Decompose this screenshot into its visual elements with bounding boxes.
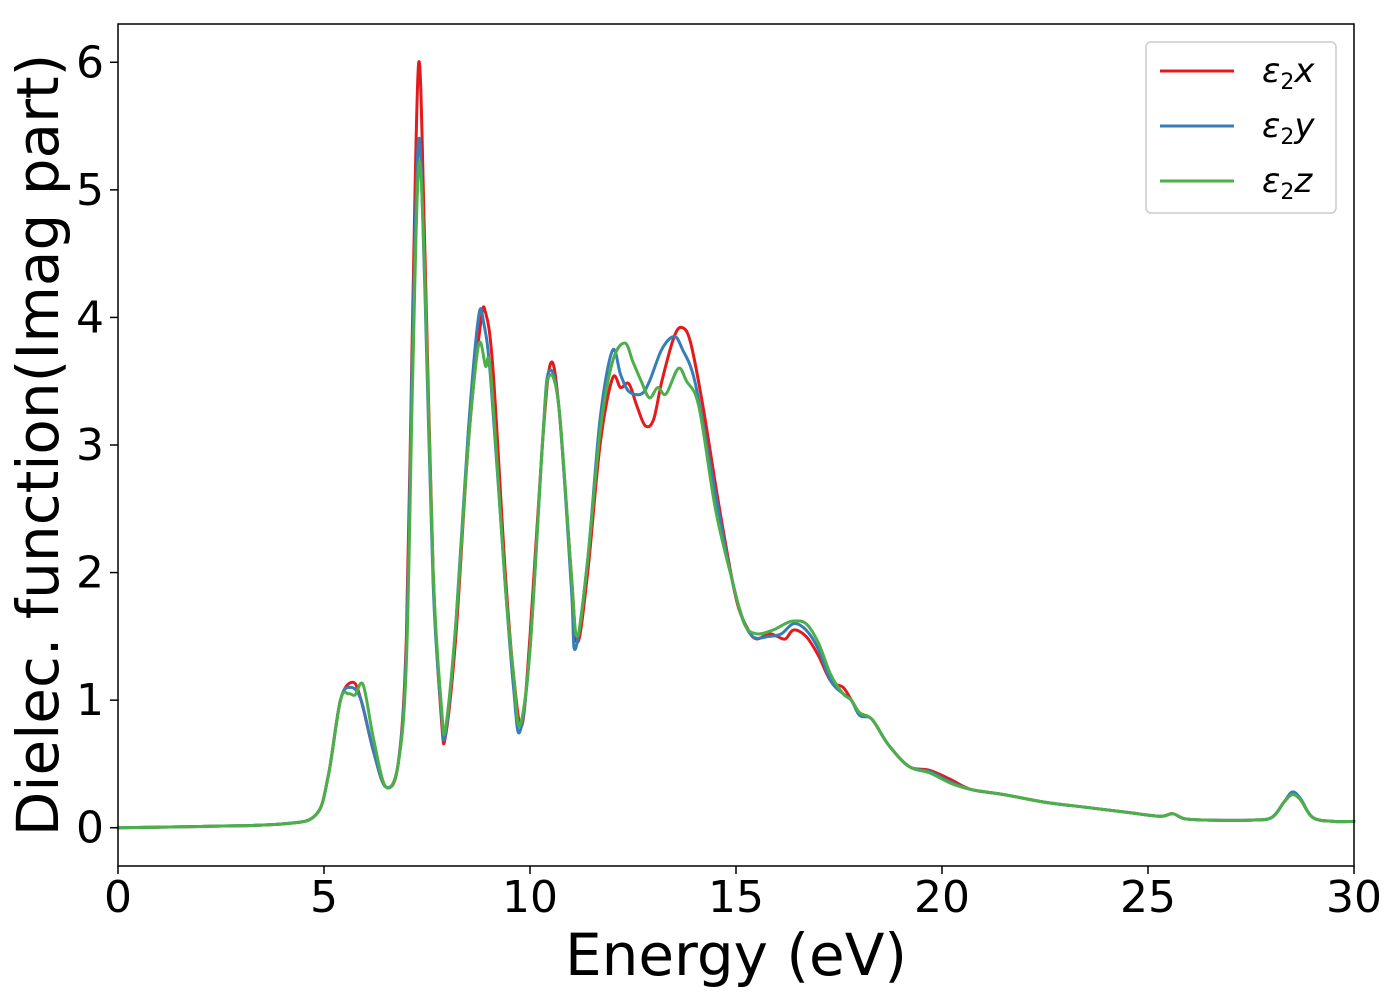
y-axis-ticks: 0 1 2 3 4 5 6	[76, 37, 118, 854]
x-tick-label: 25	[1120, 872, 1176, 923]
x-tick-label: 15	[708, 872, 764, 923]
legend-box	[1145, 41, 1337, 214]
y-axis-label: Dielec. function(Imag part)	[4, 54, 72, 837]
y-tick-label: 6	[76, 37, 104, 88]
x-tick-label: 30	[1326, 872, 1382, 923]
series-line-z	[116, 160, 1356, 830]
series-layer	[116, 60, 1356, 830]
y-tick-label: 3	[76, 420, 104, 471]
legend-label-x: ε2x	[1262, 51, 1315, 95]
x-tick-label: 0	[104, 872, 132, 923]
series-line-y	[116, 136, 1356, 830]
legend-label-z: ε2z	[1262, 161, 1313, 205]
legend: ε2x ε2y ε2z	[1145, 41, 1337, 214]
legend-label-y: ε2y	[1262, 106, 1315, 150]
y-tick-label: 2	[76, 548, 104, 599]
x-axis-label: Energy (eV)	[565, 921, 907, 989]
x-tick-label: 5	[310, 872, 338, 923]
x-axis-ticks: 0 5 10 15 20 25 30	[104, 866, 1382, 923]
y-tick-label: 1	[76, 675, 104, 726]
y-tick-label: 5	[76, 165, 104, 216]
y-tick-label: 4	[76, 292, 104, 343]
y-tick-label: 0	[76, 803, 104, 854]
x-tick-label: 10	[502, 872, 558, 923]
x-tick-label: 20	[914, 872, 970, 923]
